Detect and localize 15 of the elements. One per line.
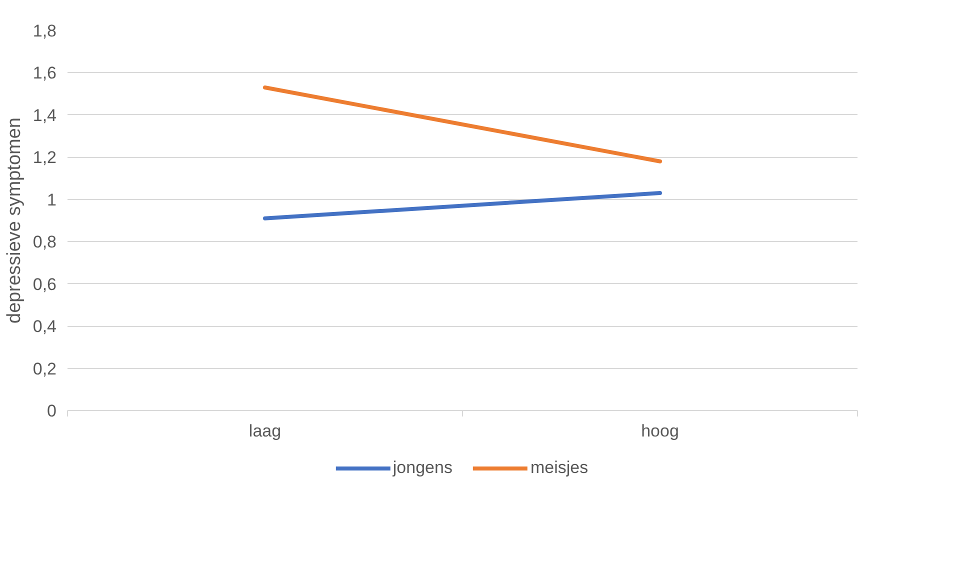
y-tick-label: 1 [47, 190, 57, 210]
legend-label: jongens [392, 458, 452, 478]
y-tick-label: 0,4 [32, 317, 57, 336]
y-tick-label: 1,8 [32, 22, 57, 40]
y-axis-title: depressieve symptomen [4, 118, 25, 324]
x-tick-label: laag [248, 422, 282, 440]
y-tick-label: 0,8 [32, 232, 57, 252]
y-tick-label: 0 [47, 402, 57, 420]
y-tick-label: 0,2 [32, 359, 57, 378]
y-tick-label: 0,6 [32, 274, 57, 294]
legend-label: meisjes [530, 458, 588, 478]
x-tick-label: hoog [641, 422, 679, 440]
y-tick-label: 1,2 [32, 148, 57, 168]
y-tick-label: 1,4 [32, 106, 57, 125]
y-tick-label: 1,6 [32, 64, 57, 83]
